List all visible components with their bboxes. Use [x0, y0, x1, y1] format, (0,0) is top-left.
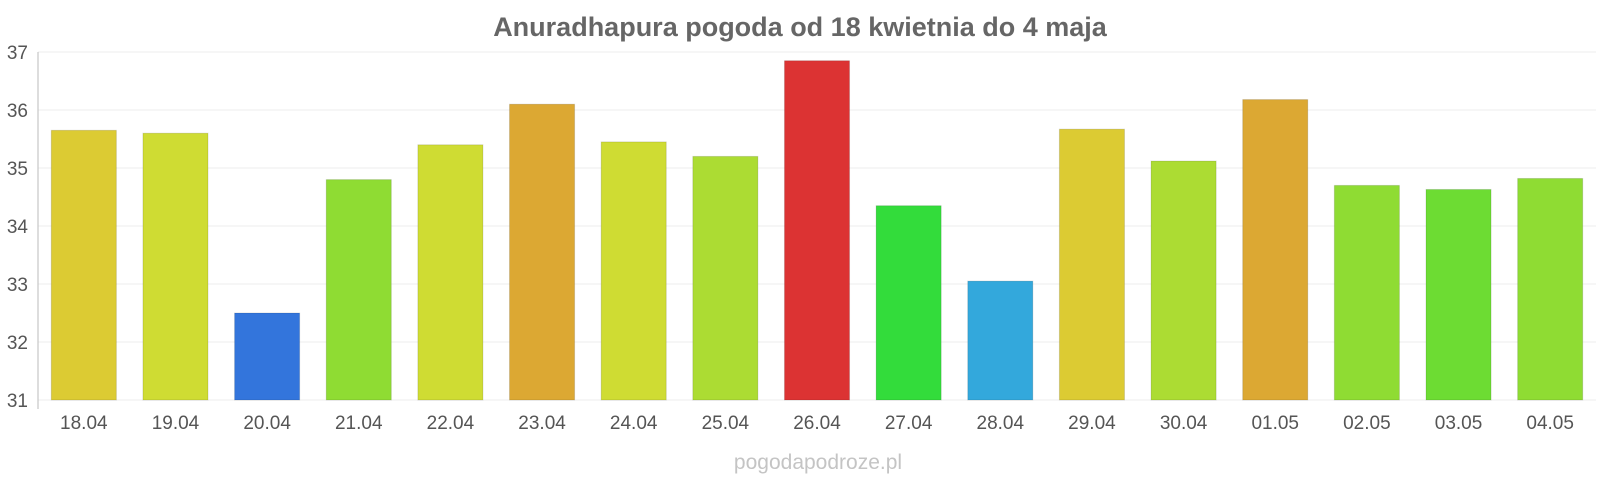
bar-18.04	[50, 129, 117, 401]
bar-01.05	[1242, 99, 1309, 401]
y-axis-tick-labels: 31 32 33 34 35 36 37	[7, 43, 29, 412]
bar-30.04	[1150, 160, 1217, 401]
bar-21.04	[325, 179, 392, 401]
bar-22.04	[417, 144, 484, 401]
bar-25.04	[692, 155, 759, 401]
bar-27.04	[875, 205, 942, 401]
x-tick-label: 03.05	[1435, 413, 1483, 434]
y-tick-label: 32	[7, 333, 28, 354]
x-tick-label: 30.04	[1160, 413, 1208, 434]
x-axis-tick-labels: 18.04 19.04 20.04 21.04 22.04 23.04 24.04 25.04…	[60, 413, 1574, 434]
bar-02.05	[1333, 184, 1400, 401]
y-tick-label: 35	[7, 159, 28, 180]
x-tick-label: 27.04	[885, 413, 933, 434]
bar-04.05	[1517, 177, 1584, 401]
x-tick-label: 24.04	[610, 413, 658, 434]
bar-20.04	[234, 312, 301, 401]
bars	[50, 60, 1584, 401]
bar-19.04	[142, 132, 209, 401]
x-tick-label: 18.04	[60, 413, 108, 434]
bar-29.04	[1058, 128, 1125, 401]
x-tick-label: 20.04	[243, 413, 291, 434]
x-tick-label: 01.05	[1251, 413, 1299, 434]
x-tick-label: 19.04	[152, 413, 200, 434]
x-tick-label: 26.04	[793, 413, 841, 434]
y-tick-label: 34	[7, 217, 29, 238]
x-tick-label: 02.05	[1343, 413, 1391, 434]
y-tick-label: 31	[7, 391, 28, 412]
bar-23.04	[509, 103, 576, 401]
x-tick-label: 04.05	[1526, 413, 1574, 434]
y-tick-label: 36	[7, 101, 28, 122]
x-tick-label: 21.04	[335, 413, 383, 434]
chart-title: Anuradhapura pogoda od 18 kwietnia do 4 …	[493, 12, 1108, 42]
y-tick-label: 37	[7, 43, 28, 64]
x-tick-label: 25.04	[702, 413, 750, 434]
bar-26.04	[783, 60, 851, 401]
watermark: pogodapodroze.pl	[734, 451, 902, 474]
x-tick-label: 23.04	[518, 413, 566, 434]
bar-28.04	[967, 280, 1034, 401]
x-tick-label: 29.04	[1068, 413, 1116, 434]
bar-03.05	[1425, 188, 1492, 401]
x-tick-label: 22.04	[427, 413, 475, 434]
x-tick-label: 28.04	[977, 413, 1025, 434]
y-tick-label: 33	[7, 275, 28, 296]
bar-24.04	[600, 141, 667, 401]
